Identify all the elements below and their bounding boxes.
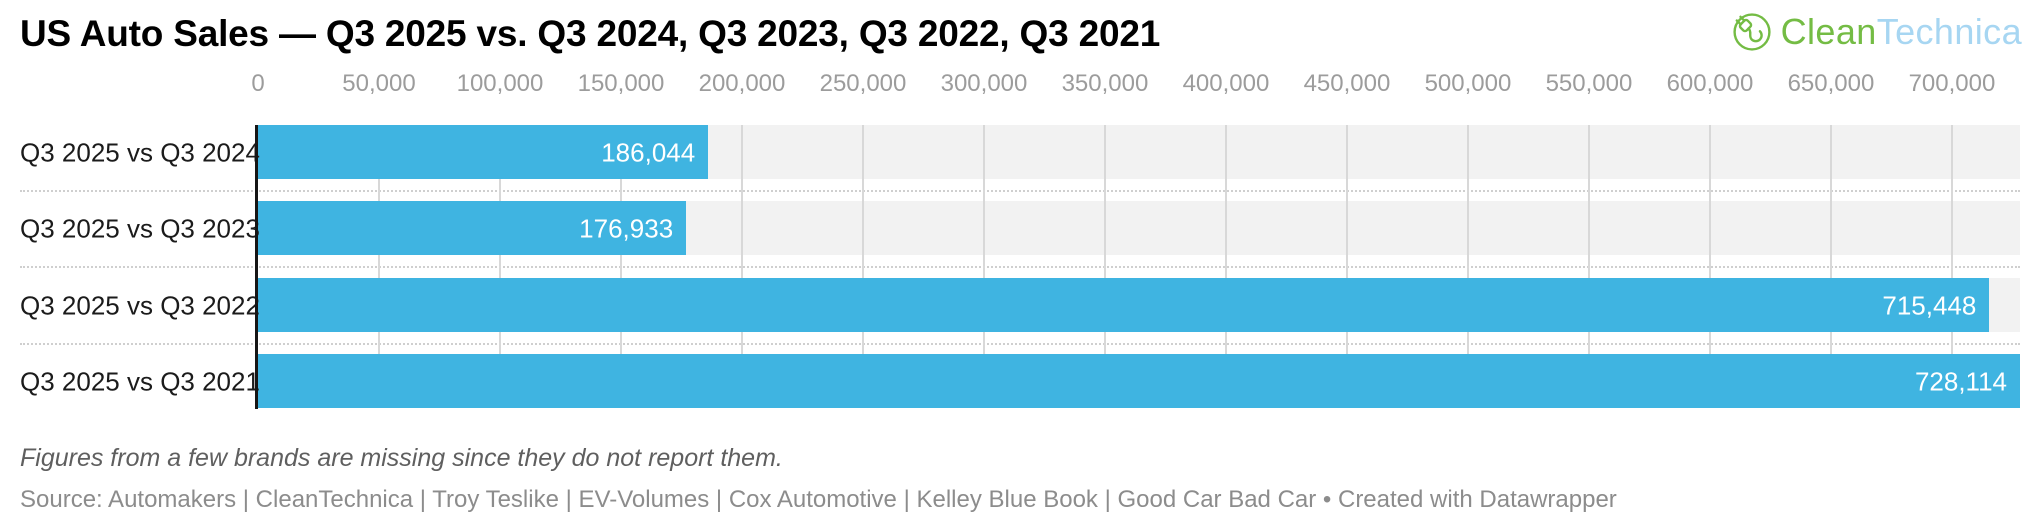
gridline xyxy=(1587,125,1590,408)
gridline xyxy=(1708,125,1711,408)
gridline xyxy=(861,125,864,408)
logo-word-clean: Clean xyxy=(1780,11,1877,52)
bar-value-label: 186,044 xyxy=(601,137,696,168)
gridline xyxy=(377,125,380,408)
bar-value-label: 176,933 xyxy=(579,213,674,244)
gridline xyxy=(1829,125,1832,408)
gridline xyxy=(982,125,985,408)
page-title: US Auto Sales — Q3 2025 vs. Q3 2024, Q3 … xyxy=(20,13,1161,54)
gridline xyxy=(740,125,743,408)
plug-circle-icon xyxy=(1732,12,1772,52)
row-category-label: Q3 2025 vs Q3 2022 xyxy=(20,290,260,321)
row-category-label: Q3 2025 vs Q3 2021 xyxy=(20,366,260,397)
bar xyxy=(258,277,1990,332)
x-axis-tick-label: 50,000 xyxy=(342,70,416,97)
gridline xyxy=(498,125,501,408)
x-axis-tick-label: 300,000 xyxy=(940,70,1028,97)
bar-value-label: 715,448 xyxy=(1882,290,1977,321)
gridline xyxy=(1466,125,1469,408)
y-axis-baseline xyxy=(255,125,258,409)
x-axis-tick-label: 100,000 xyxy=(456,70,544,97)
row-separator-line xyxy=(20,190,2020,192)
cleantechnica-logo[interactable]: CleanTechnica xyxy=(1732,11,2022,53)
row-category-label: Q3 2025 vs Q3 2023 xyxy=(20,213,260,244)
row-category-label: Q3 2025 vs Q3 2024 xyxy=(20,137,260,168)
gridline xyxy=(1950,125,1953,408)
row-separator-line xyxy=(20,266,2020,269)
x-axis-tick-label: 350,000 xyxy=(1061,70,1149,97)
logo-wordmark: CleanTechnica xyxy=(1781,11,2022,53)
gridline xyxy=(619,125,622,408)
x-axis-tick-label: 0 xyxy=(251,70,265,97)
chart-source-line: Source: Automakers | CleanTechnica | Tro… xyxy=(20,486,1617,513)
x-axis-tick-label: 700,000 xyxy=(1908,70,1996,97)
gridline xyxy=(1345,125,1348,408)
x-axis-tick-label: 200,000 xyxy=(698,70,786,97)
bar xyxy=(258,201,687,256)
gridline xyxy=(1103,125,1106,408)
x-axis-tick-label: 500,000 xyxy=(1424,70,1512,97)
x-axis-tick-label: 150,000 xyxy=(577,70,665,97)
gridline xyxy=(1224,125,1227,408)
bar xyxy=(258,125,709,179)
x-axis-tick-label: 400,000 xyxy=(1182,70,1270,97)
logo-word-technica: Technica xyxy=(1876,11,2022,52)
x-axis-tick-label: 250,000 xyxy=(819,70,907,97)
bar-value-label: 728,114 xyxy=(1914,366,2007,397)
x-axis-tick-label: 450,000 xyxy=(1303,70,1391,97)
bar xyxy=(258,353,2020,408)
x-axis-tick-label: 550,000 xyxy=(1545,70,1633,97)
x-axis-tick-label: 600,000 xyxy=(1666,70,1754,97)
x-axis-tick-label: 650,000 xyxy=(1787,70,1875,97)
chart-footnote: Figures from a few brands are missing si… xyxy=(20,444,783,472)
row-separator-line xyxy=(20,342,2020,345)
